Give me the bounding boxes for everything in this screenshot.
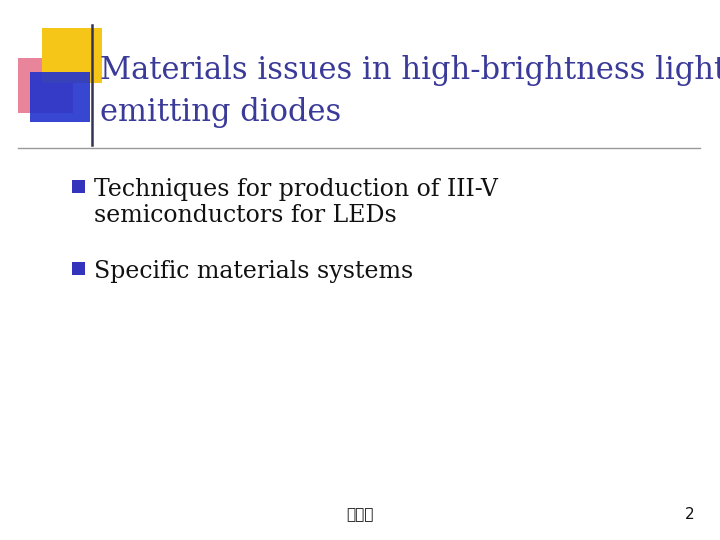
Text: 2: 2: [685, 507, 695, 522]
Text: semiconductors for LEDs: semiconductors for LEDs: [94, 204, 397, 227]
Text: Specific materials systems: Specific materials systems: [94, 260, 413, 283]
Text: Techniques for production of III-V: Techniques for production of III-V: [94, 178, 498, 201]
Text: Materials issues in high-brightness light-: Materials issues in high-brightness ligh…: [100, 55, 720, 86]
Bar: [18, 58, 73, 113]
Bar: [30, 72, 90, 122]
Bar: [72, 180, 85, 193]
Bar: [72, 262, 85, 275]
Bar: [42, 28, 102, 83]
Text: 屋婲琳: 屋婲琳: [346, 507, 374, 522]
Text: emitting diodes: emitting diodes: [100, 97, 341, 128]
